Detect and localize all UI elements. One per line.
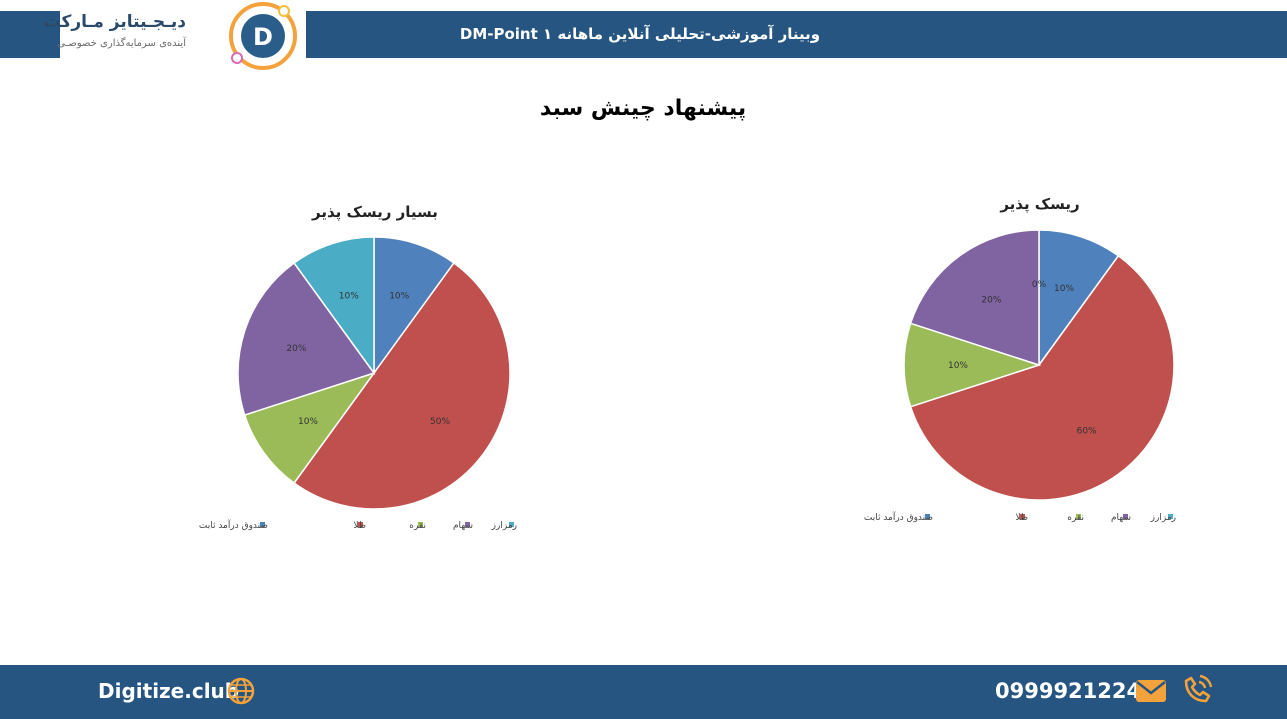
legend-swatch (465, 522, 470, 527)
legend-swatch (1020, 514, 1025, 519)
legend-entry: نقره (409, 521, 426, 531)
slice-label: 0% (1032, 280, 1047, 290)
pie-slice (903, 322, 1042, 408)
legend-entry: صندوق درآمد ثابت (864, 511, 933, 523)
legend-swatch (1168, 514, 1173, 519)
legend-entry: رمزارز (491, 521, 517, 531)
legend-entry: صندوق درآمد ثابت (199, 519, 268, 531)
pie-chart-very-risky: بسیار ریسک پذیر 10% 50% 10% 20% 10% صندوق درآ… (199, 203, 517, 531)
legend-entry: نقره (1067, 513, 1084, 523)
slice-label: 10% (298, 417, 318, 427)
phone-number[interactable]: 09999212242 (995, 679, 1156, 703)
slice-label: 20% (286, 344, 306, 354)
phone-icon[interactable] (1180, 673, 1214, 707)
legend-swatch (1076, 514, 1081, 519)
globe-icon (227, 677, 255, 705)
legend-swatch (418, 522, 423, 527)
legend-entry: سهام (1111, 513, 1131, 523)
slice-label: 10% (339, 291, 359, 301)
pie-slice (373, 236, 455, 376)
slice-label: 10% (1054, 284, 1074, 294)
legend-swatch (358, 522, 363, 527)
legend-entry: رمزارز (1150, 513, 1176, 523)
pie-slice (243, 371, 376, 485)
logo-name: دیـجـیتایز مـارکت (43, 12, 186, 32)
pie-charts: بسیار ریسک پذیر 10% 50% 10% 20% 10% صندوق درآ… (199, 195, 1176, 531)
logo-mark-icon: D (229, 2, 297, 70)
legend-swatch (260, 522, 265, 527)
legend-swatch (509, 522, 514, 527)
pie-slice (293, 261, 511, 510)
logo-letter: D (253, 23, 273, 51)
mail-icon[interactable] (1135, 678, 1167, 704)
pie-slice (293, 236, 375, 376)
chart-title: ریسک پذیر (999, 195, 1079, 214)
legend-entry: سهام (453, 521, 473, 531)
footer-bar (0, 665, 1287, 719)
slice-label: 60% (1077, 427, 1097, 437)
pie-slice (237, 261, 376, 416)
legend-entry: طلا (1015, 513, 1028, 523)
header-title: وبینار آموزشی-تحلیلی آنلاین ماهانه ۱ DM-… (459, 25, 821, 43)
legend-swatch (1123, 514, 1128, 519)
logo-tagline: آینده‌ی سرمایه‌گذاری خصوصـی (57, 38, 186, 49)
pie-slice (909, 254, 1175, 501)
slice-label: 20% (981, 295, 1001, 305)
pie-slice (909, 229, 1040, 367)
pie-slice (1038, 229, 1120, 368)
page-title: پیشنهاد چینش سبد (539, 96, 747, 121)
pie-chart-risky: ریسک پذیر 10% 60% 10% 20% 0% صندوق درآمد ثابت… (864, 195, 1176, 523)
slice-label: 10% (948, 361, 968, 371)
legend-swatch (925, 514, 930, 519)
website-link[interactable]: Digitize.club (98, 679, 240, 703)
legend-entry: طلا (353, 521, 366, 531)
chart-title: بسیار ریسک پذیر (311, 203, 438, 222)
slice-label: 10% (389, 291, 409, 301)
slice-label: 50% (430, 417, 450, 427)
